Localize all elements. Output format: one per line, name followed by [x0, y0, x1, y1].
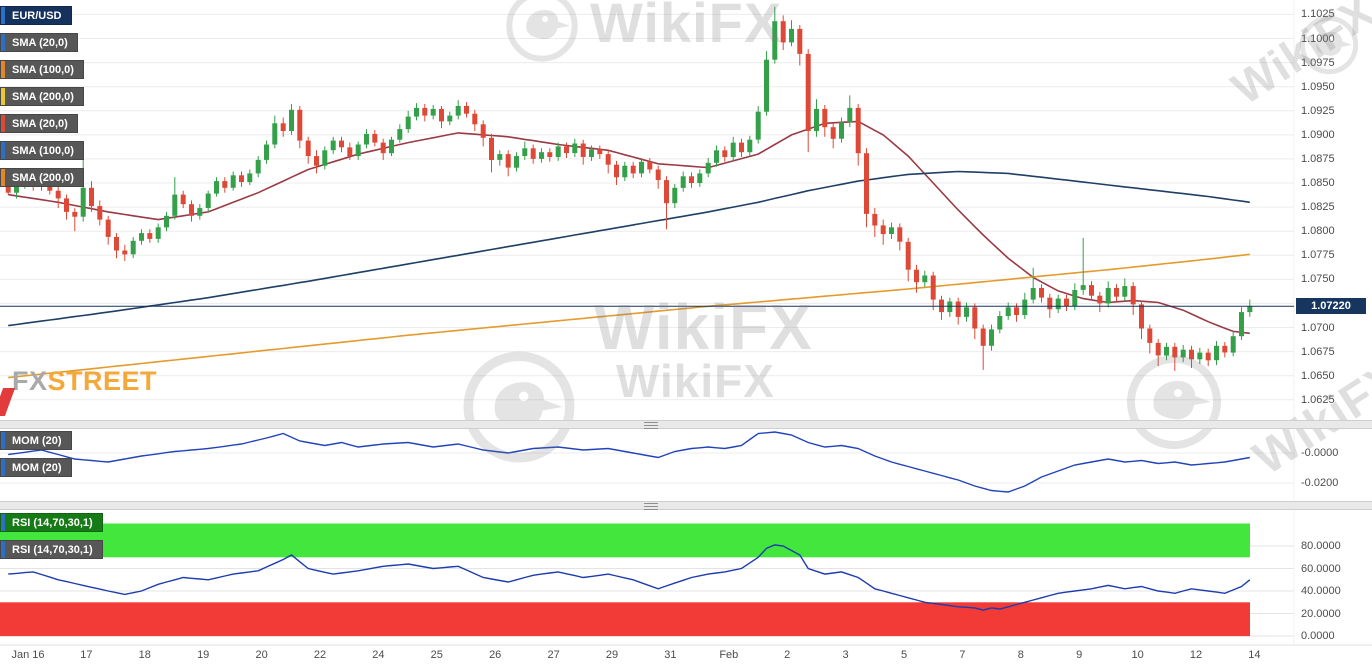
legend-item-rsi[interactable]: RSI (14,70,30,1) — [0, 513, 103, 532]
momentum-legend: MOM (20) MOM (20) — [0, 431, 72, 485]
legend-accent — [1, 169, 5, 186]
legend-item-mom-2[interactable]: MOM (20) — [0, 458, 72, 477]
panel-resize-handle[interactable] — [0, 420, 1372, 429]
overlay-sma1000 — [8, 170, 1250, 327]
last-price-tag: 1.07220 — [1296, 298, 1366, 314]
fxstreet-logo-fx: FX — [12, 366, 48, 396]
legend-label: MOM (20) — [12, 435, 62, 447]
legend-label: SMA (200,0) — [12, 172, 74, 184]
legend-accent — [1, 459, 5, 476]
fxstreet-logo-street: STREET — [47, 366, 158, 396]
legend-label: SMA (20,0) — [12, 118, 68, 130]
rsi-line — [8, 544, 1251, 611]
panel-resize-handle[interactable] — [0, 501, 1372, 510]
main-chart-legend: EUR/USD SMA (20,0) SMA (100,0) SMA (200,… — [0, 6, 84, 195]
grip-icon — [644, 422, 658, 429]
rsi-bands — [0, 523, 1250, 637]
legend-label: EUR/USD — [12, 10, 62, 22]
legend-label: SMA (100,0) — [12, 145, 74, 157]
grip-icon — [644, 503, 658, 510]
legend-label: SMA (200,0) — [12, 91, 74, 103]
legend-label: SMA (100,0) — [12, 64, 74, 76]
legend-item-sma100[interactable]: SMA (100,0) — [0, 60, 84, 79]
legend-item-sma20-2[interactable]: SMA (20,0) — [0, 114, 78, 133]
legend-accent — [1, 115, 5, 132]
legend-accent — [1, 541, 5, 558]
legend-item-sma200-2[interactable]: SMA (200,0) — [0, 168, 84, 187]
legend-accent — [1, 34, 5, 51]
legend-item-rsi-2[interactable]: RSI (14,70,30,1) — [0, 540, 103, 559]
legend-accent — [1, 432, 5, 449]
legend-item-mom[interactable]: MOM (20) — [0, 431, 72, 450]
legend-label: RSI (14,70,30,1) — [12, 517, 93, 529]
legend-accent — [1, 88, 5, 105]
legend-label: SMA (20,0) — [12, 37, 68, 49]
rsi-legend: RSI (14,70,30,1) RSI (14,70,30,1) — [0, 513, 103, 567]
momentum-line — [8, 431, 1250, 493]
legend-label: RSI (14,70,30,1) — [12, 544, 93, 556]
legend-accent — [1, 61, 5, 78]
legend-item-sma20[interactable]: SMA (20,0) — [0, 33, 78, 52]
momentum-gridlines — [0, 452, 1294, 484]
legend-accent — [1, 7, 5, 24]
legend-item-pair[interactable]: EUR/USD — [0, 6, 72, 25]
legend-item-sma200[interactable]: SMA (200,0) — [0, 87, 84, 106]
candles — [5, 6, 1253, 371]
legend-accent — [1, 142, 5, 159]
main-gridlines — [0, 13, 1294, 401]
legend-item-sma100-2[interactable]: SMA (100,0) — [0, 141, 84, 160]
legend-accent — [1, 514, 5, 531]
fxstreet-logo: FXSTREET — [12, 366, 157, 397]
legend-label: MOM (20) — [12, 462, 62, 474]
overlay-sma200 — [8, 120, 1250, 335]
overlay-sma2000 — [8, 253, 1250, 379]
